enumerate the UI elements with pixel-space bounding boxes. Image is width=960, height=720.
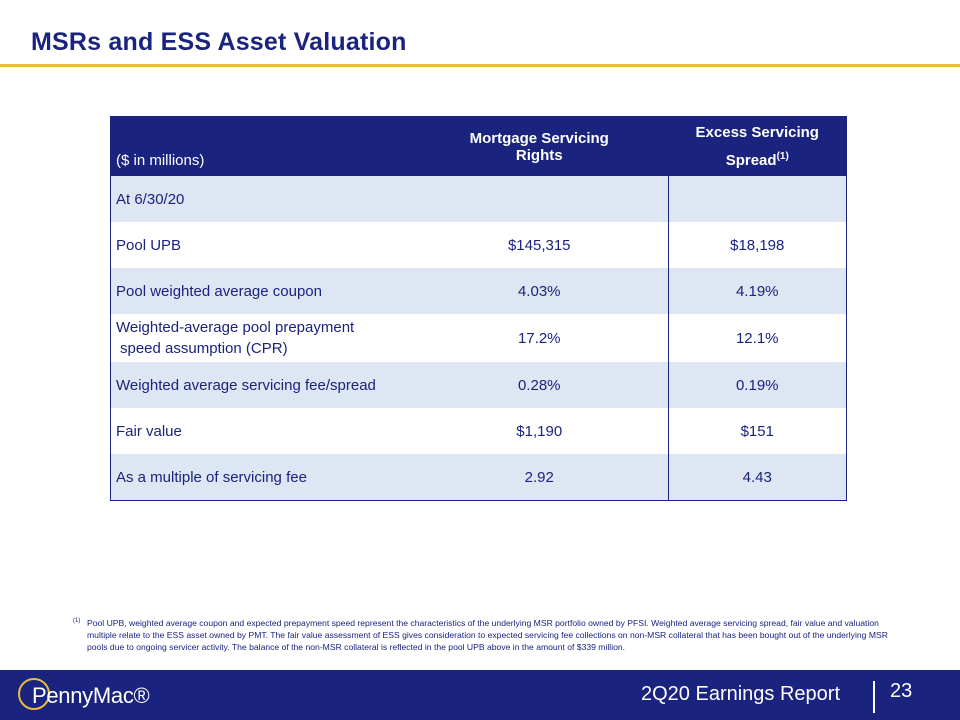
logo-ring-icon bbox=[18, 678, 50, 710]
row-label: Weighted average servicing fee/spread bbox=[116, 376, 376, 394]
row-label: Weighted-average pool prepayment speed a… bbox=[111, 314, 411, 362]
table-row: Pool weighted average coupon 4.03% 4.19% bbox=[111, 268, 846, 314]
column-header-msr: Mortgage Servicing Rights bbox=[411, 117, 669, 176]
footer-bar: PennyMac® 2Q20 Earnings Report 23 bbox=[0, 670, 960, 720]
row-label: Pool weighted average coupon bbox=[116, 282, 322, 300]
footnote-marker: (1) bbox=[73, 618, 81, 624]
msr-value: 0.28% bbox=[411, 362, 669, 408]
logo-text: PennyMac® bbox=[32, 683, 150, 708]
row-label: Fair value bbox=[116, 422, 182, 440]
ess-value: 4.19% bbox=[735, 282, 779, 300]
page-number: 23 bbox=[890, 680, 913, 702]
ess-value: $151 bbox=[740, 422, 774, 440]
report-label: 2Q20 Earnings Report bbox=[641, 683, 841, 705]
table-row: At 6/30/20 bbox=[111, 176, 846, 222]
ess-value: 4.43 bbox=[742, 468, 772, 486]
table-row: Weighted average servicing fee/spread 0.… bbox=[111, 362, 846, 408]
column-header-msr-text: Mortgage Servicing Rights bbox=[469, 129, 609, 164]
msr-value: $145,315 bbox=[411, 222, 669, 268]
table-header-row: ($ in millions) Mortgage Servicing Right… bbox=[111, 117, 846, 176]
pennymac-logo: PennyMac® bbox=[18, 678, 218, 712]
units-label: ($ in millions) bbox=[116, 152, 205, 169]
msr-value: 2.92 bbox=[411, 454, 669, 500]
msr-value: 4.03% bbox=[411, 268, 669, 314]
table-row: Fair value $1,190 $151 bbox=[111, 408, 846, 454]
table-row: Weighted-average pool prepayment speed a… bbox=[111, 314, 846, 362]
valuation-table: ($ in millions) Mortgage Servicing Right… bbox=[110, 116, 847, 501]
ess-value: 12.1% bbox=[735, 329, 779, 347]
msr-value: $1,190 bbox=[411, 408, 669, 454]
empty-cell bbox=[411, 176, 669, 222]
msr-value: 17.2% bbox=[411, 314, 669, 362]
row-label-line1: Weighted-average pool prepayment bbox=[116, 319, 355, 336]
footer-divider bbox=[873, 681, 875, 713]
page-title: MSRs and ESS Asset Valuation bbox=[31, 28, 407, 56]
footnote: (1) Pool UPB, weighted average coupon an… bbox=[73, 617, 893, 653]
empty-cell bbox=[668, 176, 846, 222]
column-header-ess: Excess Servicing Spread(1) bbox=[668, 117, 846, 176]
row-label: Pool UPB bbox=[116, 236, 182, 254]
section-label: At 6/30/20 bbox=[116, 190, 185, 208]
column-header-ess-text: Excess Servicing Spread bbox=[695, 123, 819, 169]
footnote-text: Pool UPB, weighted average coupon and ex… bbox=[87, 618, 888, 652]
ess-value: 0.19% bbox=[735, 376, 779, 394]
title-underline bbox=[0, 64, 960, 67]
row-label: As a multiple of servicing fee bbox=[116, 468, 307, 486]
ess-value: $18,198 bbox=[730, 236, 785, 254]
table-row: Pool UPB $145,315 $18,198 bbox=[111, 222, 846, 268]
footnote-ref: (1) bbox=[776, 150, 789, 162]
table-row: As a multiple of servicing fee 2.92 4.43 bbox=[111, 454, 846, 500]
row-label-line2: speed assumption (CPR) bbox=[120, 340, 288, 357]
